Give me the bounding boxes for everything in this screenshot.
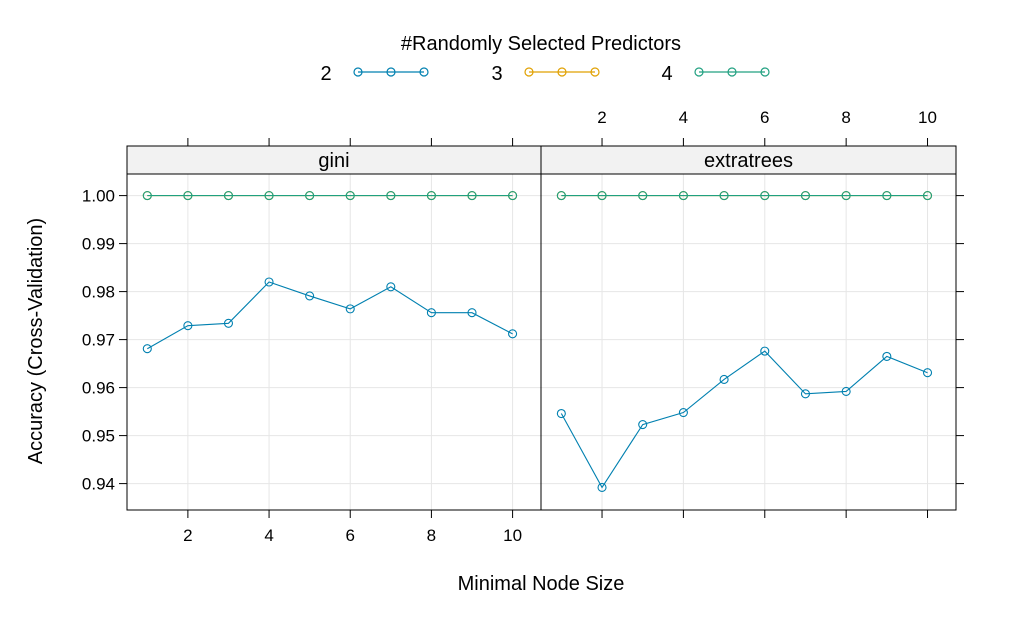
y-tick-label: 0.98 [82, 283, 115, 302]
point-extratrees-4-4 [678, 191, 688, 201]
point-extratrees-4-9 [882, 191, 892, 201]
point-extratrees-2-9 [882, 351, 892, 361]
y-tick-label: 0.97 [82, 331, 115, 350]
point-extratrees-2-6 [760, 346, 770, 356]
point-gini-2-9 [467, 308, 477, 318]
x-tick-label-bottom: 4 [264, 526, 273, 545]
x-tick-label-bottom: 10 [503, 526, 522, 545]
point-gini-2-4 [264, 277, 274, 287]
legend-entries: 2 3 4 [320, 63, 770, 85]
point-gini-2-2 [183, 321, 193, 331]
point-extratrees-4-1 [556, 191, 566, 201]
point-gini-4-9 [467, 191, 477, 201]
series-gini-2 [142, 277, 518, 354]
x-tick-label-bottom: 6 [346, 526, 355, 545]
x-tick-label-top: 4 [679, 108, 688, 127]
panel-gini: gini [126, 145, 542, 511]
point-extratrees-2-8 [841, 386, 851, 396]
point-gini-4-5 [305, 191, 315, 201]
point-extratrees-4-2 [597, 191, 607, 201]
point-gini-2-5 [305, 291, 315, 301]
series-line-gini-2 [147, 281, 513, 350]
panel-border-extratrees [540, 173, 957, 511]
legend-entry-3: 3 [491, 63, 600, 85]
x-tick-label-top: 8 [841, 108, 850, 127]
y-tick-label: 0.95 [82, 427, 115, 446]
point-extratrees-2-5 [719, 374, 729, 384]
point-extratrees-2-4 [678, 408, 688, 418]
legend-marker-2-0 [353, 67, 363, 77]
series-gini-4 [142, 191, 518, 201]
x-tick-label-top: 10 [918, 108, 937, 127]
strip-label-extratrees: extratrees [704, 150, 793, 172]
point-gini-2-3 [223, 318, 234, 328]
axes: 2 2 4 4 6 6 8 8 10 10 0.94 0.95 0.96 0.97 0.98 0.99 1.00 [82, 108, 964, 545]
strip-gini [126, 145, 542, 175]
point-gini-4-10 [508, 191, 518, 201]
series-extratrees-2 [556, 346, 933, 492]
x-tick-label-top: 2 [597, 108, 606, 127]
y-tick-label: 1.00 [82, 187, 115, 206]
point-gini-4-1 [142, 191, 152, 201]
point-extratrees-2-3 [638, 420, 648, 430]
point-gini-4-6 [345, 191, 355, 201]
legend-marker-4-0 [694, 67, 704, 77]
point-gini-4-2 [183, 191, 193, 201]
point-gini-4-8 [426, 191, 436, 201]
panel-border-gini [126, 173, 542, 511]
legend-title: #Randomly Selected Predictors [401, 33, 681, 55]
point-gini-2-10 [508, 329, 518, 339]
point-extratrees-4-3 [638, 191, 648, 201]
point-gini-2-1 [142, 344, 152, 354]
legend-label-4: 4 [661, 63, 672, 85]
point-gini-2-6 [345, 304, 355, 314]
legend-marker-3-0 [524, 67, 534, 77]
series-extratrees-4 [556, 191, 933, 201]
point-extratrees-4-7 [800, 191, 811, 201]
legend-marker-3-2 [590, 67, 600, 77]
x-axis-label: Minimal Node Size [458, 573, 625, 595]
panel-extratrees: extratrees [540, 145, 957, 511]
legend-marker-4-1 [727, 67, 737, 77]
point-gini-4-3 [223, 191, 234, 201]
point-gini-2-8 [426, 308, 436, 318]
point-extratrees-2-10 [922, 368, 933, 378]
strip-label-gini: gini [318, 150, 349, 172]
x-tick-label-bottom: 8 [427, 526, 436, 545]
legend-entry-4: 4 [661, 63, 770, 85]
point-gini-2-7 [386, 282, 396, 292]
point-gini-4-7 [386, 191, 396, 201]
x-tick-label-bottom: 2 [183, 526, 192, 545]
y-tick-label: 0.96 [82, 379, 115, 398]
legend-label-2: 2 [320, 63, 331, 85]
legend-marker-2-1 [386, 67, 396, 77]
point-extratrees-4-10 [922, 191, 933, 201]
y-tick-label: 0.94 [82, 475, 115, 494]
legend-marker-3-1 [557, 67, 567, 77]
point-extratrees-4-8 [841, 191, 851, 201]
legend-entry-2: 2 [320, 63, 429, 85]
x-tick-label-top: 6 [760, 108, 769, 127]
point-gini-4-4 [264, 191, 274, 201]
y-tick-label: 0.99 [82, 235, 115, 254]
strip-extratrees [540, 145, 957, 175]
point-extratrees-4-5 [719, 191, 729, 201]
panels: gini extratrees [126, 145, 957, 511]
legend-marker-4-2 [760, 67, 770, 77]
point-extratrees-2-2 [597, 482, 607, 492]
legend-marker-2-2 [419, 67, 429, 77]
series-line-extratrees-2 [560, 350, 928, 489]
point-extratrees-2-7 [800, 389, 811, 399]
y-axis-label: Accuracy (Cross-Validation) [25, 218, 47, 464]
legend: #Randomly Selected Predictors 2 3 4 [320, 33, 770, 85]
legend-label-3: 3 [491, 63, 502, 85]
point-extratrees-4-6 [760, 191, 770, 201]
point-extratrees-2-1 [556, 408, 566, 419]
